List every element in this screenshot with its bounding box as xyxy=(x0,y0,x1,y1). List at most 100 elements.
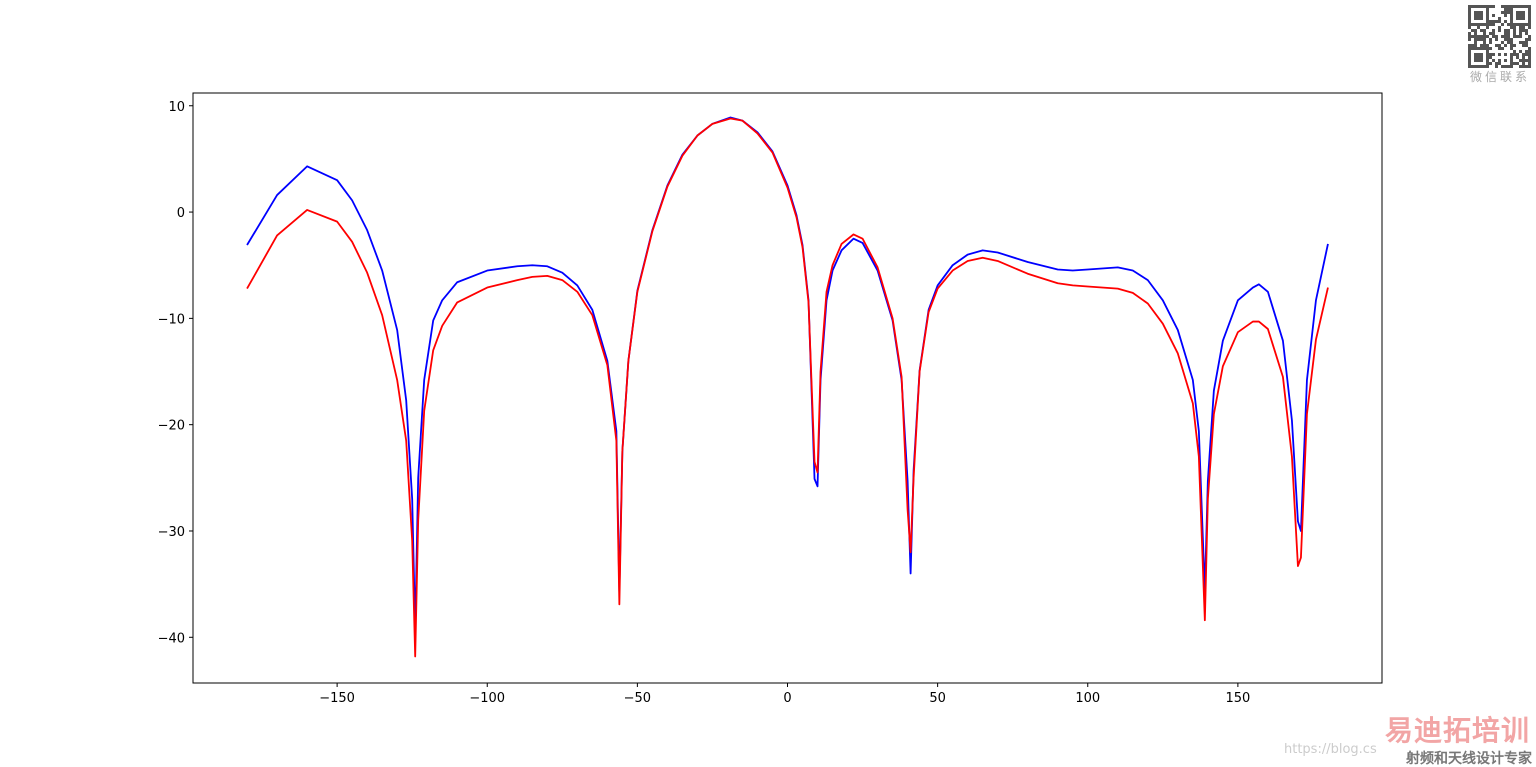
qr-cell xyxy=(1507,23,1510,26)
qr-cell xyxy=(1489,23,1492,26)
qr-cell xyxy=(1468,62,1471,65)
qr-cell xyxy=(1510,11,1513,14)
qr-cell xyxy=(1483,5,1486,8)
qr-cell xyxy=(1513,23,1516,26)
x-tick-label: −100 xyxy=(469,691,505,706)
qr-cell xyxy=(1474,59,1477,62)
qr-cell xyxy=(1504,32,1507,35)
qr-cell xyxy=(1492,23,1495,26)
x-tick-label: −50 xyxy=(624,691,651,706)
qr-cell xyxy=(1486,56,1489,59)
series-line xyxy=(246,116,1329,632)
x-tick-label: −150 xyxy=(319,691,355,706)
qr-cell xyxy=(1474,35,1477,38)
qr-cell xyxy=(1471,5,1474,8)
x-tick-label: 0 xyxy=(783,691,791,706)
qr-cell xyxy=(1525,65,1528,68)
qr-cell xyxy=(1486,8,1489,11)
qr-cell xyxy=(1522,11,1525,14)
qr-cell xyxy=(1489,47,1492,50)
qr-cell xyxy=(1522,44,1525,47)
qr-cell xyxy=(1477,11,1480,14)
qr-cell xyxy=(1468,53,1471,56)
qr-cell xyxy=(1510,23,1513,26)
qr-cell xyxy=(1516,11,1519,14)
qr-cell xyxy=(1528,11,1531,14)
qr-cell xyxy=(1528,62,1531,65)
qr-cell xyxy=(1507,8,1510,11)
x-tick-label: 100 xyxy=(1075,691,1100,706)
qr-cell xyxy=(1528,20,1531,23)
qr-cell xyxy=(1474,56,1477,59)
qr-cell xyxy=(1498,59,1501,62)
qr-cell xyxy=(1501,65,1504,68)
qr-cell xyxy=(1474,44,1477,47)
qr-cell xyxy=(1477,17,1480,20)
qr-cell xyxy=(1525,38,1528,41)
qr-cell xyxy=(1480,38,1483,41)
qr-cell xyxy=(1525,44,1528,47)
qr-cell xyxy=(1477,23,1480,26)
qr-cell xyxy=(1504,35,1507,38)
qr-cell xyxy=(1468,44,1471,47)
qr-cell xyxy=(1501,5,1504,8)
qr-cell xyxy=(1507,35,1510,38)
qr-cell xyxy=(1480,35,1483,38)
qr-cell xyxy=(1492,59,1495,62)
qr-cell xyxy=(1504,65,1507,68)
qr-cell xyxy=(1513,26,1516,29)
qr-cell xyxy=(1480,11,1483,14)
x-tick-label: 50 xyxy=(929,691,946,706)
qr-cell xyxy=(1522,62,1525,65)
qr-cell xyxy=(1483,29,1486,32)
qr-cell xyxy=(1504,11,1507,14)
qr-cell xyxy=(1519,23,1522,26)
qr-cell xyxy=(1519,5,1522,8)
qr-cell xyxy=(1516,35,1519,38)
qr-cell xyxy=(1489,53,1492,56)
qr-cell xyxy=(1510,17,1513,20)
qr-cell xyxy=(1510,5,1513,8)
qr-cell xyxy=(1522,26,1525,29)
qr-caption: 微信联系 xyxy=(1470,70,1530,84)
qr-cell xyxy=(1477,14,1480,17)
qr-cell xyxy=(1528,38,1531,41)
qr-cell xyxy=(1480,23,1483,26)
qr-cell xyxy=(1528,17,1531,20)
qr-cell xyxy=(1510,56,1513,59)
series-line xyxy=(246,117,1329,658)
qr-cell xyxy=(1507,38,1510,41)
qr-cell xyxy=(1486,23,1489,26)
slogan-watermark: 射频和天线设计专家 xyxy=(1405,750,1533,767)
qr-cell xyxy=(1501,47,1504,50)
qr-cell xyxy=(1528,8,1531,11)
qr-cell xyxy=(1528,47,1531,50)
qr-cell xyxy=(1516,56,1519,59)
qr-cell xyxy=(1519,32,1522,35)
qr-cell xyxy=(1513,53,1516,56)
qr-cell xyxy=(1498,53,1501,56)
qr-cell xyxy=(1522,53,1525,56)
qr-cell xyxy=(1483,44,1486,47)
qr-cell xyxy=(1492,35,1495,38)
qr-cell xyxy=(1513,29,1516,32)
qr-cell xyxy=(1498,29,1501,32)
qr-cell xyxy=(1510,20,1513,23)
qr-cell xyxy=(1507,41,1510,44)
qr-cell xyxy=(1525,5,1528,8)
qr-cell xyxy=(1483,47,1486,50)
qr-cell xyxy=(1528,53,1531,56)
qr-cell xyxy=(1486,20,1489,23)
qr-cell xyxy=(1486,44,1489,47)
qr-cell xyxy=(1528,14,1531,17)
qr-cell xyxy=(1474,65,1477,68)
brand-watermark: 易迪拓培训 xyxy=(1385,714,1530,747)
qr-cell xyxy=(1507,32,1510,35)
qr-cell xyxy=(1468,23,1471,26)
qr-cell xyxy=(1486,35,1489,38)
y-tick-label: 0 xyxy=(177,206,185,221)
qr-cell xyxy=(1486,11,1489,14)
qr-cell xyxy=(1510,65,1513,68)
qr-cell xyxy=(1522,5,1525,8)
qr-cell xyxy=(1492,5,1495,8)
